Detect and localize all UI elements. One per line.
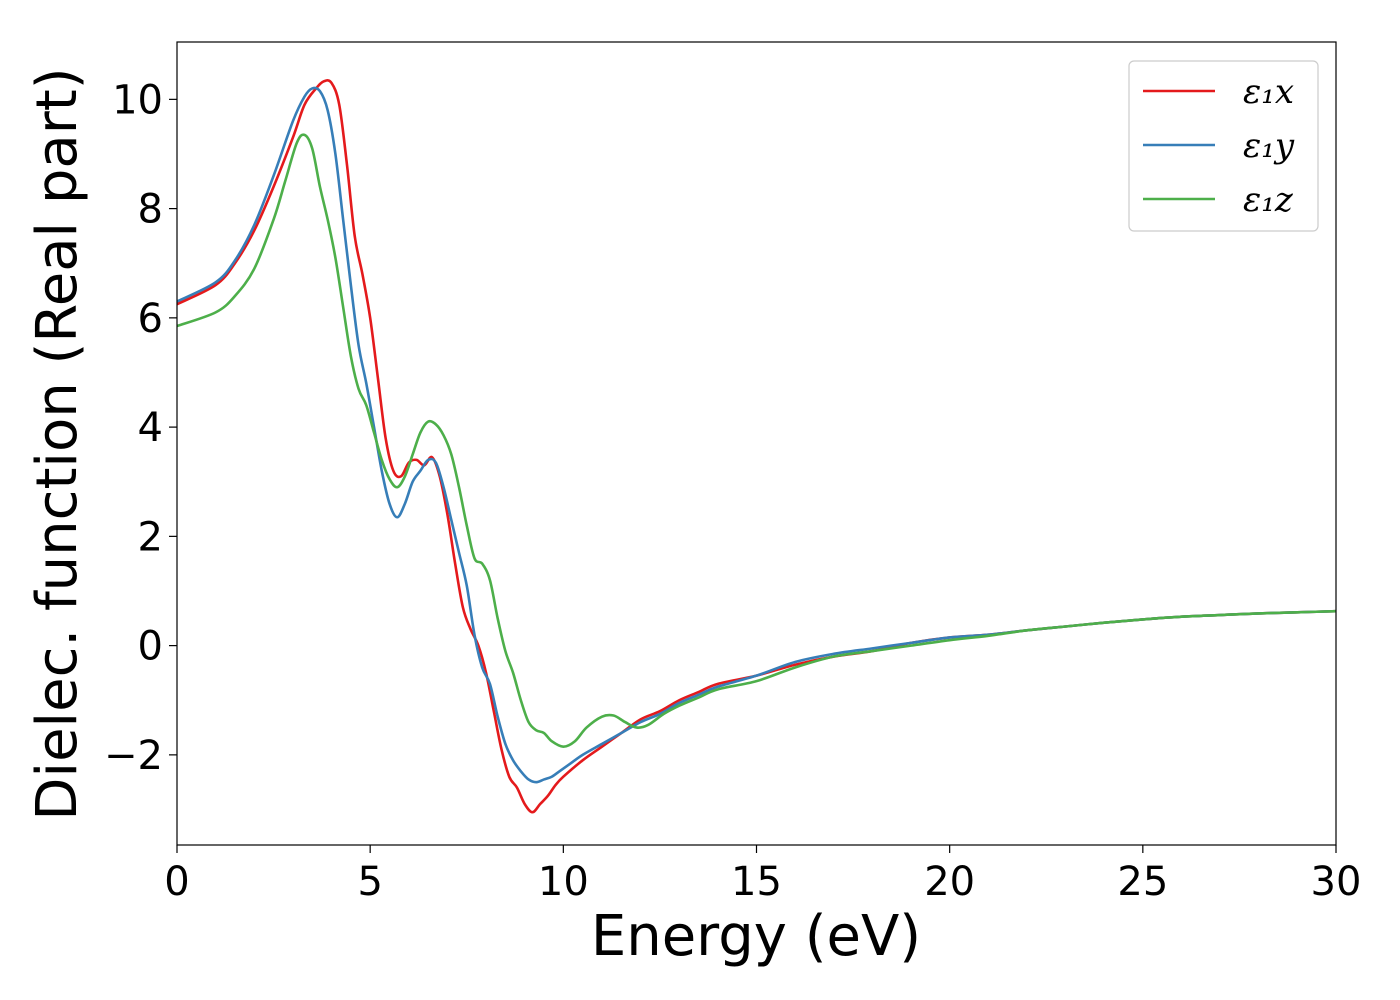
- legend-box: [1128, 60, 1319, 232]
- y-axis: −2 0 2 4 6 8 10: [104, 77, 177, 779]
- y-tick-label: −2: [104, 733, 163, 779]
- x-tick-label: 10: [538, 859, 589, 905]
- y-axis-title: Dielec. function (Real part): [25, 67, 90, 820]
- x-tick-label: 25: [1117, 859, 1168, 905]
- x-tick-label: 0: [164, 859, 189, 905]
- series-layer: [177, 79, 1336, 814]
- y-tick-label: 2: [138, 514, 163, 560]
- legend-label-3: ε₁z: [1243, 180, 1294, 220]
- legend-label-1: ε₁x: [1243, 72, 1294, 112]
- legend: ε₁x ε₁y ε₁z: [1128, 60, 1319, 232]
- y-tick-label: 8: [138, 187, 163, 233]
- y-tick-label: 4: [138, 405, 163, 451]
- series-line-3: [177, 133, 1336, 748]
- x-tick-label: 5: [357, 859, 382, 905]
- y-tick-label: 0: [138, 624, 163, 670]
- y-tick-label: 6: [138, 296, 163, 342]
- x-tick-label: 15: [731, 859, 782, 905]
- x-axis: 0 5 10 15 20 25 30: [164, 845, 1361, 905]
- x-axis-title: Energy (eV): [591, 904, 921, 969]
- legend-label-2: ε₁y: [1243, 126, 1295, 166]
- x-tick-label: 30: [1311, 859, 1362, 905]
- series-line-2: [177, 86, 1336, 784]
- x-tick-label: 20: [924, 859, 975, 905]
- y-tick-label: 10: [112, 77, 163, 123]
